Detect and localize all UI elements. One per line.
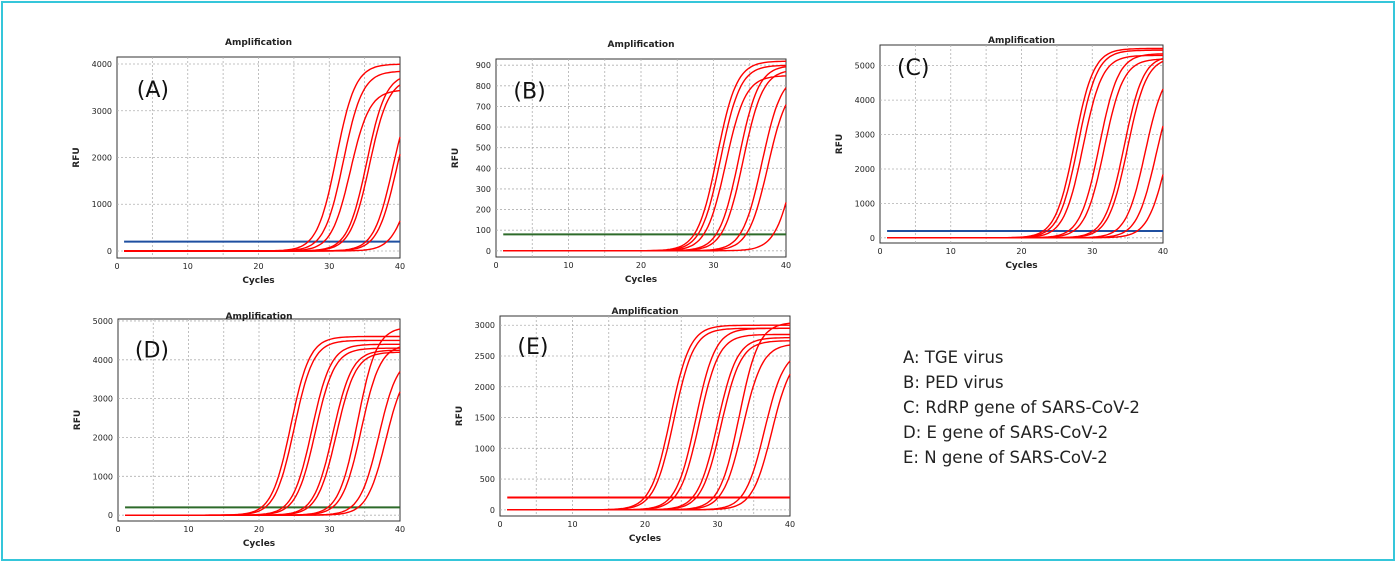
legend-item: A: TGE virus	[903, 348, 1004, 367]
x-tick-label: 0	[493, 261, 498, 270]
x-axis-label: Cycles	[243, 539, 275, 549]
y-tick-label: 1000	[93, 472, 113, 481]
y-tick-label: 500	[476, 144, 491, 153]
y-tick-label: 4000	[855, 96, 875, 105]
chart-title: Amplification	[611, 307, 678, 317]
chart-title: Amplification	[225, 312, 292, 322]
chart-title: Amplification	[607, 40, 674, 50]
y-tick-label: 100	[476, 226, 491, 235]
amplification-curve	[125, 391, 401, 516]
panel-label: (C)	[897, 56, 930, 81]
amplification-curve	[124, 220, 401, 252]
y-axis-label: RFU	[835, 134, 845, 154]
x-tick-label: 40	[781, 261, 791, 270]
y-tick-label: 2000	[92, 154, 112, 163]
chart-panel-c: 0 10 20 30 40 0 1000 2000 3000 4000 5000 Amplificat…	[835, 36, 1168, 271]
y-tick-label: 2000	[475, 383, 495, 392]
y-tick-label: 1500	[475, 414, 495, 423]
amplification-curve	[507, 373, 791, 511]
y-axis-label: RFU	[455, 406, 465, 426]
y-tick-label: 4000	[92, 60, 112, 69]
x-tick-label: 20	[253, 262, 263, 271]
chart-panel-e: 0 10 20 30 40 0 500 1000 1500 2000 2500 3000 Amplifi…	[455, 307, 795, 544]
x-tick-label: 10	[567, 520, 577, 529]
x-tick-label: 0	[114, 262, 119, 271]
x-tick-label: 20	[254, 525, 264, 534]
panel-label: (B)	[513, 80, 545, 105]
chart-panel-b: 0 10 20 30 400100200300400500600700800900Amp…	[451, 40, 791, 285]
x-tick-label: 20	[636, 261, 646, 270]
x-tick-label: 0	[877, 247, 882, 256]
x-tick-label: 10	[563, 261, 573, 270]
x-tick-label: 30	[1087, 247, 1097, 256]
y-tick-label: 300	[476, 185, 491, 194]
y-tick-label: 5000	[855, 62, 875, 71]
y-tick-label: 0	[108, 511, 113, 520]
panel-label: (A)	[137, 78, 169, 103]
legend-item: E: N gene of SARS-CoV-2	[903, 448, 1108, 467]
y-axis-label: RFU	[72, 147, 82, 167]
x-tick-label: 30	[708, 261, 718, 270]
y-tick-label: 1000	[92, 200, 112, 209]
panel-label: (D)	[135, 338, 169, 363]
y-tick-label: 1000	[855, 199, 875, 208]
legend-item: C: RdRP gene of SARS-CoV-2	[903, 398, 1140, 417]
y-tick-label: 0	[870, 234, 875, 243]
y-tick-label: 3000	[475, 321, 495, 330]
y-tick-label: 800	[476, 82, 491, 91]
chart-title: Amplification	[988, 36, 1055, 46]
y-tick-label: 3000	[855, 131, 875, 140]
y-tick-label: 0	[486, 247, 491, 256]
y-tick-label: 4000	[93, 356, 113, 365]
y-tick-label: 900	[476, 61, 491, 70]
x-tick-label: 30	[712, 520, 722, 529]
y-tick-label: 200	[476, 206, 491, 215]
amplification-curve	[503, 202, 787, 252]
x-tick-label: 0	[497, 520, 502, 529]
y-axis-label: RFU	[73, 410, 83, 430]
y-tick-label: 3000	[93, 395, 113, 404]
x-tick-label: 20	[1016, 247, 1026, 256]
x-axis-label: Cycles	[1005, 261, 1037, 271]
y-tick-label: 2000	[855, 165, 875, 174]
x-tick-label: 40	[395, 262, 405, 271]
legend: A: TGE virus B: PED virus C: RdRP gene o…	[903, 345, 1140, 470]
x-tick-label: 40	[395, 525, 405, 534]
y-tick-label: 600	[476, 123, 491, 132]
y-tick-label: 700	[476, 102, 491, 111]
y-tick-label: 400	[476, 164, 491, 173]
x-tick-label: 0	[115, 525, 120, 534]
x-tick-label: 20	[640, 520, 650, 529]
y-tick-label: 1000	[475, 444, 495, 453]
x-tick-label: 30	[324, 525, 334, 534]
x-tick-label: 40	[1158, 247, 1168, 256]
x-tick-label: 40	[785, 520, 795, 529]
y-axis-label: RFU	[451, 148, 461, 168]
y-tick-label: 2500	[475, 352, 495, 361]
legend-item: B: PED virus	[903, 373, 1004, 392]
chart-title: Amplification	[225, 38, 292, 48]
x-axis-label: Cycles	[625, 275, 657, 285]
y-tick-label: 3000	[92, 107, 112, 116]
y-tick-label: 2000	[93, 433, 113, 442]
legend-item: D: E gene of SARS-CoV-2	[903, 423, 1109, 442]
x-tick-label: 10	[946, 247, 956, 256]
x-axis-label: Cycles	[629, 534, 661, 544]
x-tick-label: 10	[183, 525, 193, 534]
x-tick-label: 10	[183, 262, 193, 271]
amplification-curve	[887, 174, 1164, 239]
y-tick-label: 500	[480, 475, 495, 484]
x-axis-label: Cycles	[242, 276, 274, 286]
y-tick-label: 0	[107, 247, 112, 256]
chart-panel-d: 0 10 20 30 40 0 1000 2000 3000 4000 5000 Amplificat…	[73, 312, 405, 549]
y-tick-label: 0	[490, 506, 495, 515]
x-tick-label: 30	[324, 262, 334, 271]
y-tick-label: 5000	[93, 317, 113, 326]
panel-label: (E)	[517, 335, 548, 360]
chart-panel-a: 0 10 20 30 40 0 1000 2000 3000 4000 Amplification C…	[72, 38, 405, 286]
